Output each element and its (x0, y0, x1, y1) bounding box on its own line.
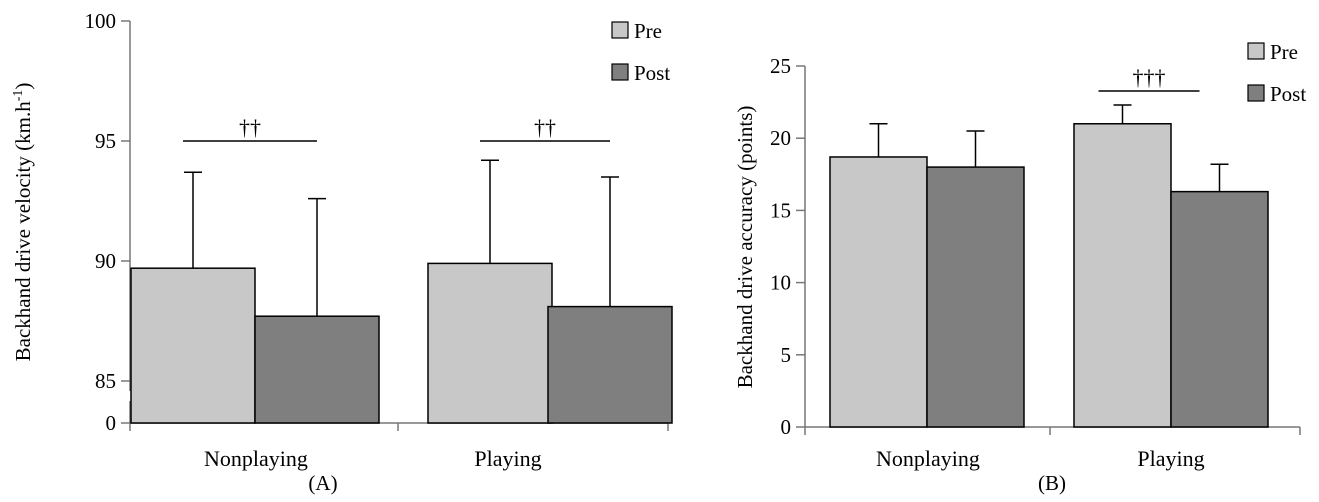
y-tick-label: 100 (85, 9, 117, 33)
legend-label-post: Post (1270, 82, 1306, 106)
panel-label: (A) (308, 471, 337, 495)
legend-swatch-post (611, 63, 629, 81)
y-tick-label: 5 (781, 343, 792, 367)
significance-marker: †† (534, 115, 556, 140)
bar-pre (427, 262, 553, 424)
bar-pre (130, 267, 256, 424)
y-axis-label: Backhand drive velocity (km.h-1) (11, 83, 35, 362)
legend-swatch-pre (611, 21, 629, 39)
y-tick-label: 85 (95, 369, 116, 393)
panel-label: (B) (1038, 471, 1066, 495)
bar-post (254, 315, 380, 424)
legend-label-pre: Pre (634, 19, 662, 43)
y-tick-label: 10 (770, 271, 791, 295)
y-tick-label: 95 (95, 129, 116, 153)
significance-marker: ††† (1133, 65, 1166, 90)
category-label: Nonplaying (876, 446, 980, 471)
bar-post (1170, 190, 1269, 428)
y-axis-label: Backhand drive accuracy (points) (733, 106, 757, 389)
category-label: Playing (474, 446, 541, 471)
category-label: Nonplaying (204, 446, 308, 471)
bar-pre (1073, 123, 1172, 428)
legend-swatch-post (1247, 84, 1265, 102)
significance-marker: †† (239, 115, 261, 140)
y-tick-label: 90 (95, 249, 116, 273)
bar-post (547, 305, 673, 424)
y-tick-label: 0 (106, 411, 117, 435)
category-label: Playing (1137, 446, 1204, 471)
panel-a-chart: 0 85 90 95 100 †† †† Nonplaying Playing Pre Post Ba… (11, 9, 673, 495)
y-tick-label: 0 (781, 415, 792, 439)
y-tick-label: 25 (770, 54, 791, 78)
bar-pre (829, 156, 928, 428)
bar-post (926, 166, 1025, 428)
y-tick-label: 20 (770, 126, 791, 150)
legend-swatch-pre (1247, 42, 1265, 60)
panel-b-chart: 0 5 10 15 20 25 ††† Nonplaying Playing Pre Post Bac… (733, 40, 1306, 495)
y-tick-label: 15 (770, 198, 791, 222)
legend-label-pre: Pre (1270, 40, 1298, 64)
legend-label-post: Post (634, 61, 670, 85)
